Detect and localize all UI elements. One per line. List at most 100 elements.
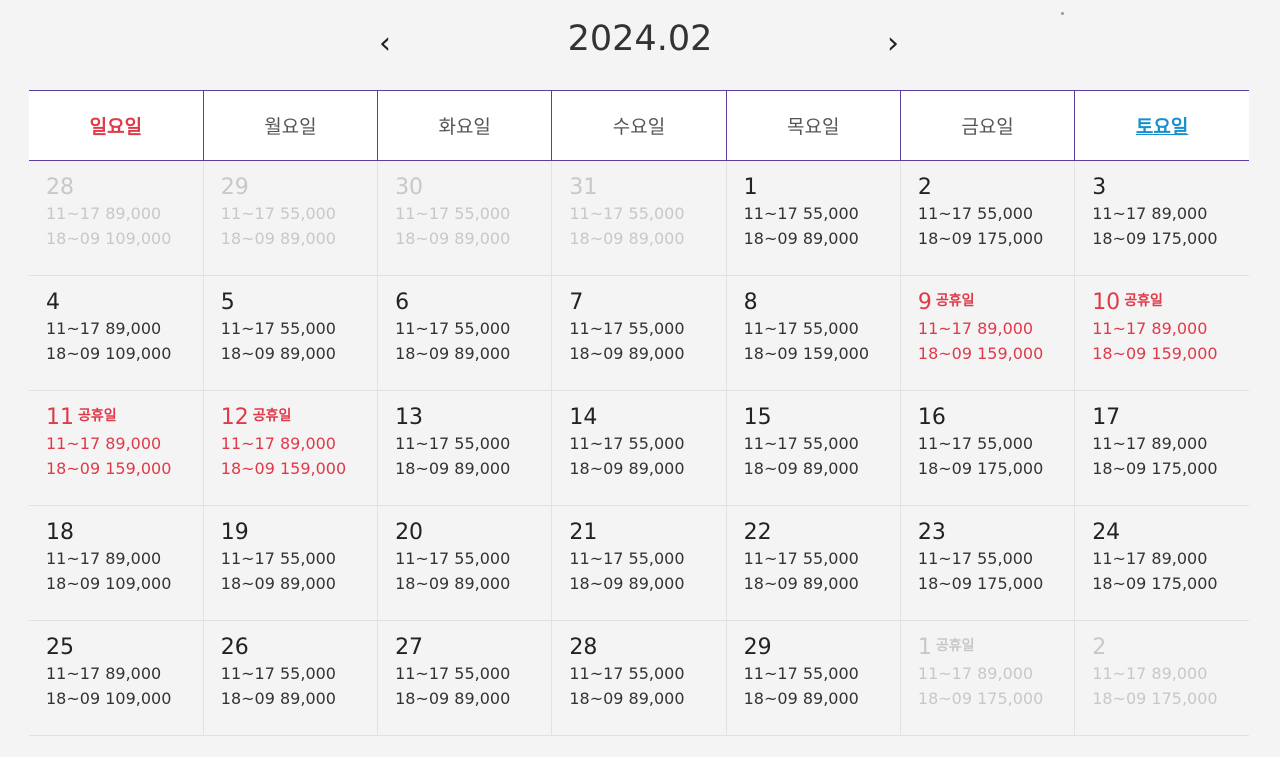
calendar-day-cell[interactable]: 23 11~17 55,000 18~09 175,000: [899, 505, 1075, 621]
day-number: 29: [220, 175, 249, 200]
price-daytime: 11~17 55,000: [569, 434, 685, 453]
price-daytime: 11~17 55,000: [395, 549, 511, 568]
day-number: 6: [395, 290, 410, 315]
calendar-day-cell[interactable]: 30 11~17 55,000 18~09 89,000: [377, 160, 552, 276]
calendar-day-cell[interactable]: 14 11~17 55,000 18~09 89,000: [551, 390, 727, 506]
day-number: 31: [569, 175, 598, 200]
calendar-grid: 일요일 월요일 화요일 수요일 목요일 금요일 토요일 28 11~17 89,0…: [29, 90, 1249, 736]
calendar-day-cell[interactable]: 2 11~17 89,000 18~09 175,000: [1074, 620, 1249, 736]
price-overnight: 18~09 89,000: [569, 229, 685, 248]
day-heading: 25: [46, 635, 203, 661]
calendar-day-cell[interactable]: 4 11~17 89,000 18~09 109,000: [29, 275, 204, 391]
price-daytime: 11~17 55,000: [395, 434, 511, 453]
day-number: 9: [917, 290, 932, 315]
calendar-day-cell[interactable]: 24 11~17 89,000 18~09 175,000: [1074, 505, 1249, 621]
day-heading: 23: [918, 520, 1074, 546]
calendar-day-cell[interactable]: 25 11~17 89,000 18~09 109,000: [29, 620, 204, 736]
calendar-day-cell[interactable]: 1 11~17 55,000 18~09 89,000: [725, 160, 901, 276]
day-number: 3: [1092, 175, 1107, 200]
day-heading: 17: [1092, 405, 1249, 431]
day-heading: 15: [744, 405, 900, 431]
calendar-day-cell[interactable]: 10 공휴일 11~17 89,000 18~09 159,000: [1074, 275, 1249, 391]
calendar-day-cell[interactable]: 9 공휴일 11~17 89,000 18~09 159,000: [899, 275, 1075, 391]
day-heading: 6: [395, 290, 551, 316]
price-overnight: 18~09 89,000: [220, 229, 336, 248]
calendar-day-cell[interactable]: 8 11~17 55,000 18~09 159,000: [725, 275, 901, 391]
calendar-day-cell[interactable]: 2 11~17 55,000 18~09 175,000: [899, 160, 1075, 276]
calendar-day-cell[interactable]: 1 공휴일 11~17 89,000 18~09 175,000: [899, 620, 1075, 736]
day-heading: 29: [221, 175, 377, 201]
price-daytime: 11~17 55,000: [743, 319, 859, 338]
day-heading: 12 공휴일: [221, 405, 377, 431]
calendar-day-cell[interactable]: 22 11~17 55,000 18~09 89,000: [725, 505, 901, 621]
price-daytime: 11~17 55,000: [743, 434, 859, 453]
price-daytime: 11~17 55,000: [917, 434, 1034, 453]
price-overnight: 18~09 89,000: [395, 574, 511, 593]
calendar-day-cell[interactable]: 27 11~17 55,000 18~09 89,000: [377, 620, 552, 736]
month-title: 2024.02: [567, 19, 713, 59]
price-daytime: 11~17 55,000: [395, 204, 511, 223]
next-month-button[interactable]: ›: [887, 26, 899, 61]
day-heading: 8: [744, 290, 900, 316]
calendar-day-cell[interactable]: 15 11~17 55,000 18~09 89,000: [725, 390, 901, 506]
day-number: 17: [1092, 405, 1121, 430]
price-overnight: 18~09 89,000: [395, 344, 511, 363]
day-heading: 10 공휴일: [1092, 290, 1249, 316]
calendar-day-cell[interactable]: 28 11~17 55,000 18~09 89,000: [551, 620, 727, 736]
weekday-tuesday: 화요일: [377, 90, 552, 161]
day-heading: 28: [569, 635, 725, 661]
day-number: 13: [395, 405, 424, 430]
day-heading: 5: [221, 290, 377, 316]
calendar-day-cell[interactable]: 26 11~17 55,000 18~09 89,000: [202, 620, 378, 736]
calendar-day-cell[interactable]: 5 11~17 55,000 18~09 89,000: [202, 275, 378, 391]
calendar-day-cell[interactable]: 21 11~17 55,000 18~09 89,000: [551, 505, 727, 621]
day-number: 30: [395, 175, 424, 200]
calendar-day-cell[interactable]: 19 11~17 55,000 18~09 89,000: [202, 505, 378, 621]
decorative-dot: [1061, 12, 1064, 15]
calendar-day-cell[interactable]: 3 11~17 89,000 18~09 175,000: [1074, 160, 1249, 276]
price-daytime: 11~17 89,000: [1092, 204, 1208, 223]
price-overnight: 18~09 159,000: [917, 344, 1044, 363]
calendar-day-cell[interactable]: 13 11~17 55,000 18~09 89,000: [377, 390, 552, 506]
calendar-week-row: 18 11~17 89,000 18~09 109,000 19 11~17 55,00…: [29, 505, 1249, 621]
calendar-day-cell[interactable]: 18 11~17 89,000 18~09 109,000: [29, 505, 204, 621]
day-number: 15: [743, 405, 772, 430]
calendar-day-cell[interactable]: 20 11~17 55,000 18~09 89,000: [377, 505, 552, 621]
calendar-day-cell[interactable]: 11 공휴일 11~17 89,000 18~09 159,000: [29, 390, 204, 506]
price-daytime: 11~17 55,000: [569, 204, 685, 223]
calendar-day-cell[interactable]: 29 11~17 55,000 18~09 89,000: [725, 620, 901, 736]
day-heading: 13: [395, 405, 551, 431]
day-heading: 19: [221, 520, 377, 546]
day-heading: 18: [46, 520, 203, 546]
day-number: 4: [46, 290, 60, 315]
day-heading: 2: [918, 175, 1074, 201]
calendar-day-cell[interactable]: 28 11~17 89,000 18~09 109,000: [29, 160, 204, 276]
day-heading: 11 공휴일: [46, 405, 203, 431]
price-overnight: 18~09 89,000: [395, 229, 511, 248]
day-number: 10: [1092, 290, 1121, 315]
day-heading: 1 공휴일: [918, 635, 1074, 661]
day-heading: 24: [1092, 520, 1249, 546]
day-heading: 4: [46, 290, 203, 316]
day-heading: 29: [744, 635, 900, 661]
weekday-friday: 금요일: [899, 90, 1075, 161]
calendar-day-cell[interactable]: 16 11~17 55,000 18~09 175,000: [899, 390, 1075, 506]
day-heading: 16: [918, 405, 1074, 431]
calendar-day-cell[interactable]: 7 11~17 55,000 18~09 89,000: [551, 275, 727, 391]
day-number: 1: [917, 635, 932, 660]
holiday-label: 공휴일: [935, 293, 975, 309]
calendar-day-cell[interactable]: 31 11~17 55,000 18~09 89,000: [551, 160, 727, 276]
day-number: 1: [743, 175, 758, 200]
day-number: 22: [743, 520, 772, 545]
day-number: 29: [743, 635, 772, 660]
calendar-day-cell[interactable]: 29 11~17 55,000 18~09 89,000: [202, 160, 378, 276]
holiday-label: 공휴일: [252, 408, 292, 424]
calendar-day-cell[interactable]: 12 공휴일 11~17 89,000 18~09 159,000: [202, 390, 378, 506]
prev-month-button[interactable]: ‹: [379, 26, 391, 61]
day-number: 5: [220, 290, 235, 315]
price-daytime: 11~17 89,000: [1092, 664, 1208, 683]
calendar-day-cell[interactable]: 17 11~17 89,000 18~09 175,000: [1074, 390, 1249, 506]
price-overnight: 18~09 175,000: [1092, 459, 1218, 478]
day-heading: 21: [569, 520, 725, 546]
calendar-day-cell[interactable]: 6 11~17 55,000 18~09 89,000: [377, 275, 552, 391]
